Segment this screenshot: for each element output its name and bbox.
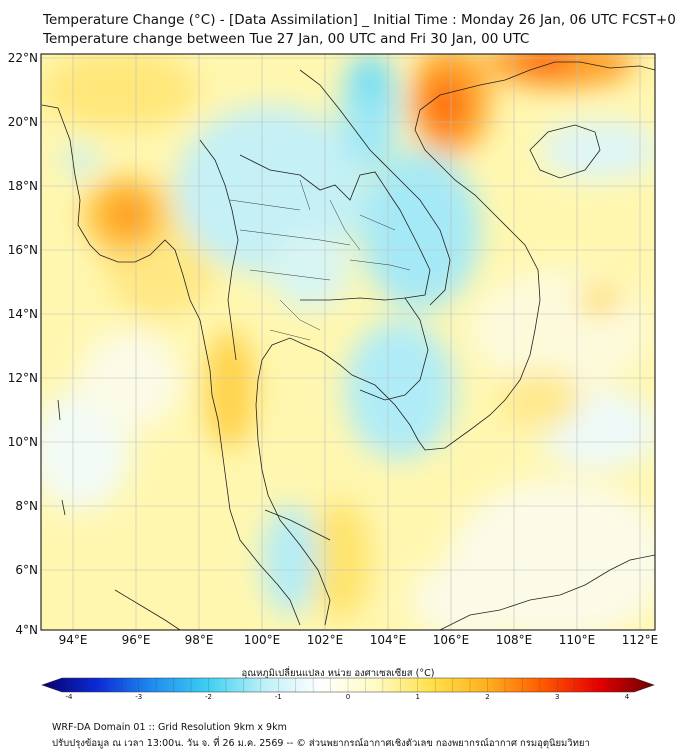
colorbar-tick-label: -1: [274, 693, 282, 701]
colorbar-tick-label: -4: [65, 693, 73, 701]
coastline-andaman-peninsula: [229, 337, 353, 626]
lon-label-110e: 110°E: [558, 633, 596, 647]
chart-title: Temperature Change (°C) - [Data Assimila…: [43, 12, 676, 28]
lon-label-104e: 104°E: [369, 633, 407, 647]
colorbar-tick-label: 2: [485, 693, 490, 701]
coastline-hainan: [529, 124, 601, 179]
lon-label-98e: 98°E: [184, 633, 214, 647]
footer-model-info: WRF-DA Domain 01 :: Grid Resolution 9km …: [52, 722, 287, 733]
colorbar-tick-label: 4: [624, 693, 630, 701]
lat-label-22n: 22°N: [7, 51, 38, 65]
colorbar-tick-label: 3: [555, 693, 560, 701]
lat-label-4n: 4°N: [15, 623, 38, 637]
colorbar-tick-label: 0: [345, 693, 351, 701]
border-laos-vietnam: [299, 69, 451, 306]
border-thai-laos: [239, 154, 431, 299]
lon-label-108e: 108°E: [495, 633, 533, 647]
lon-label-94e: 94°E: [58, 633, 88, 647]
coastline-sumatra: [114, 589, 181, 630]
coastline-borneo: [439, 554, 655, 630]
footer-credit: ปรับปรุงข้อมูล ณ เวลา 13:00น. วัน จ. ที่…: [52, 738, 590, 749]
colorbar-title: อุณหภูมิเปลี่ยนแปลง หน่วย องศาเซลเซียส (…: [241, 668, 435, 679]
temperature-change-map: [40, 53, 656, 631]
coastline-andaman-islands: [57, 399, 66, 516]
lat-label-18n: 18°N: [7, 179, 38, 193]
lat-label-20n: 20°N: [7, 115, 38, 129]
lat-label-10n: 10°N: [7, 435, 38, 449]
lon-label-100e: 100°E: [243, 633, 281, 647]
colorbar-tick-label: -3: [135, 693, 143, 701]
border-thai-myanmar: [199, 139, 239, 361]
colorbar-tick-label: -2: [205, 693, 212, 701]
field-layer: [41, 54, 655, 630]
coastline-vietnam: [414, 61, 655, 451]
lat-label-16n: 16°N: [7, 243, 38, 257]
colorbar: [41, 677, 655, 693]
border-thai-malaysia: [264, 509, 331, 541]
lon-label-102e: 102°E: [306, 633, 344, 647]
lat-label-6n: 6°N: [15, 563, 38, 577]
coastline-gulf-of-thailand: [351, 374, 426, 451]
lon-label-112e: 112°E: [621, 633, 659, 647]
lat-label-12n: 12°N: [7, 371, 38, 385]
border-cambodia: [300, 297, 429, 401]
province-lines: [229, 179, 411, 341]
colorbar-tick-label: 1: [415, 693, 420, 701]
colorbar-gradient: [41, 677, 655, 693]
lat-label-14n: 14°N: [7, 307, 38, 321]
map-frame: [40, 53, 656, 631]
coastlines-borders: [41, 61, 655, 630]
lon-label-106e: 106°E: [432, 633, 470, 647]
coastline-myanmar: [41, 104, 231, 511]
lat-label-8n: 8°N: [15, 499, 38, 513]
graticule: [41, 54, 655, 630]
lon-label-96e: 96°E: [121, 633, 151, 647]
chart-subtitle: Temperature change between Tue 27 Jan, 0…: [43, 31, 530, 47]
